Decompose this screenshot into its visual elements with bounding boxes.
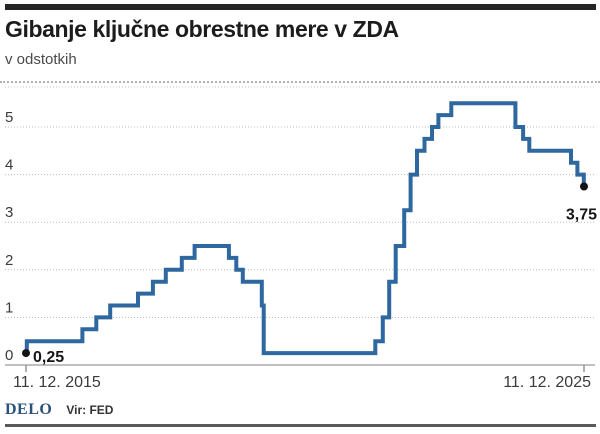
footer: DELO Vir: FED xyxy=(5,401,113,419)
top-rule xyxy=(5,4,596,10)
end-point-marker xyxy=(580,182,588,191)
rate-step-line xyxy=(24,101,586,356)
y-axis-label: 0 xyxy=(5,347,13,364)
bottom-rule xyxy=(5,424,596,427)
page-title: Gibanje ključne obrestne mere v ZDA xyxy=(5,16,399,42)
start-point-marker xyxy=(22,349,30,358)
end-value-label: 3,75 xyxy=(566,207,597,224)
header-separator xyxy=(0,81,600,83)
x-axis-label-end: 11. 12. 2025 xyxy=(503,374,591,391)
y-axis-label: 5 xyxy=(5,109,13,126)
chart-units-label: v odstotkih xyxy=(5,51,77,68)
x-axis-label-start: 11. 12. 2015 xyxy=(13,374,101,391)
interest-rate-step-chart: 0 1 2 3 4 5 11. 12. 2015 11. 12. 2025 0,25 3,75 xyxy=(5,86,597,391)
y-axis-label: 1 xyxy=(5,299,13,316)
brand-logo: DELO xyxy=(5,401,53,418)
source-label: Vir: FED xyxy=(66,403,114,417)
y-axis-label: 2 xyxy=(5,252,13,269)
y-axis-label: 3 xyxy=(5,204,13,221)
start-value-label: 0,25 xyxy=(33,349,64,366)
y-axis-label: 4 xyxy=(5,157,13,174)
